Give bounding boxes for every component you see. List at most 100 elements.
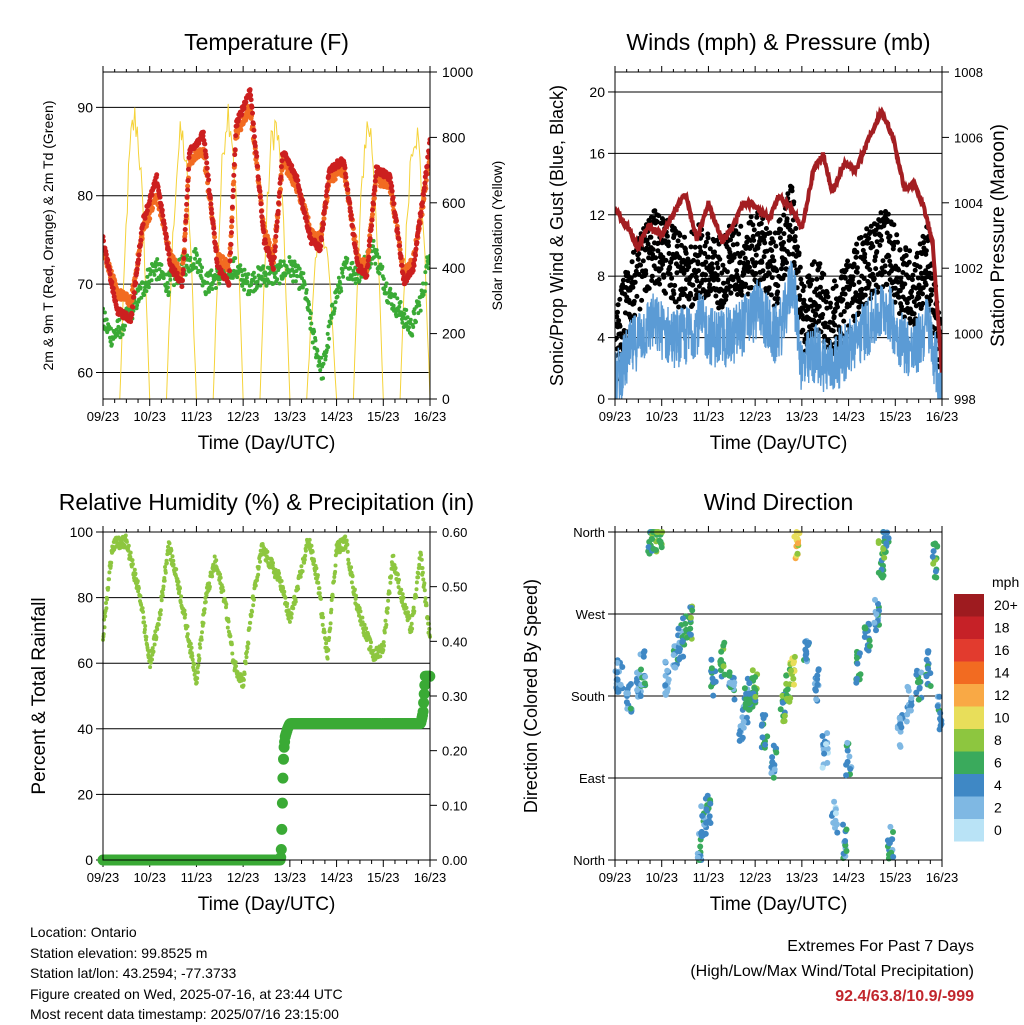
y-tick-label: 60 — [77, 364, 93, 380]
colorbar-label: 8 — [994, 732, 1002, 748]
direction-point — [927, 683, 934, 689]
precip-series — [97, 670, 436, 866]
plot-area — [103, 87, 430, 399]
direction-point — [627, 705, 634, 712]
direction-point — [717, 658, 724, 665]
colorbar-swatch — [954, 684, 984, 707]
y-tick-label: 40 — [77, 721, 93, 737]
plot-area — [615, 105, 942, 399]
direction-point — [791, 653, 798, 660]
direction-point — [787, 695, 794, 702]
direction-point — [875, 540, 882, 546]
direction-point — [925, 649, 931, 656]
x-tick-label: 10/23 — [645, 870, 678, 885]
station-info: Location: Ontario Station elevation: 99.… — [30, 922, 343, 1025]
x-tick-label: 16/23 — [926, 870, 959, 885]
direction-point — [703, 806, 710, 813]
direction-point — [759, 712, 766, 718]
direction-point — [903, 718, 910, 725]
direction-point — [710, 679, 717, 685]
chart-title: Relative Humidity (%) & Precipitation (i… — [59, 489, 474, 515]
direction-point — [842, 838, 849, 844]
direction-point — [887, 823, 894, 830]
direction-point — [923, 656, 930, 663]
direction-point — [824, 745, 831, 752]
x-tick-label: 14/23 — [320, 870, 353, 885]
direction-point — [783, 680, 790, 687]
direction-point — [694, 854, 701, 861]
direction-point — [908, 695, 915, 701]
wind-series — [615, 260, 942, 399]
direction-point — [813, 696, 820, 703]
direction-point — [664, 667, 671, 674]
x-tick-label: 13/23 — [786, 409, 819, 424]
direction-point — [726, 669, 733, 676]
chart-title: Temperature (F) — [184, 29, 349, 55]
direction-point — [890, 829, 896, 835]
direction-point — [677, 654, 684, 661]
y-axis-title: Direction (Colored By Speed) — [521, 579, 541, 813]
y-right-tick-label: 0.20 — [442, 744, 467, 759]
y-right-tick-label: 1000 — [442, 64, 473, 80]
y-tick-label: 100 — [70, 524, 94, 540]
y-right-tick-label: 1006 — [954, 130, 983, 145]
direction-point — [812, 686, 819, 693]
y-right-tick-label: 200 — [442, 326, 466, 342]
x-tick-label: 11/23 — [693, 409, 725, 424]
direction-point — [769, 754, 776, 761]
direction-point — [936, 693, 943, 700]
y-right-tick-label: 0.00 — [442, 853, 467, 868]
direction-point — [779, 699, 786, 706]
direction-point — [650, 545, 657, 552]
direction-point — [788, 667, 794, 674]
y-tick-label: 80 — [77, 590, 93, 606]
direction-point — [844, 739, 851, 746]
direction-point — [915, 696, 922, 703]
direction-point — [871, 619, 878, 626]
colorbar-label: 10 — [994, 710, 1010, 726]
chart-title: Wind Direction — [704, 489, 854, 515]
direction-point — [689, 607, 696, 614]
direction-point — [680, 615, 686, 622]
y-right-tick-label: 400 — [442, 260, 466, 276]
direction-point — [929, 553, 936, 560]
direction-point — [916, 685, 923, 692]
direction-point — [934, 543, 941, 549]
direction-point — [843, 848, 850, 854]
x-axis-title: Time (Day/UTC) — [198, 433, 336, 454]
direction-point — [746, 700, 752, 707]
colorbar-title: mph — [992, 574, 1019, 590]
direction-point — [884, 837, 891, 844]
direction-point — [699, 812, 706, 819]
direction-point — [934, 703, 941, 710]
x-tick-label: 10/23 — [133, 870, 166, 885]
x-tick-label: 12/23 — [739, 870, 772, 885]
x-tick-label: 14/23 — [832, 870, 865, 885]
colorbar-label: 4 — [994, 777, 1002, 793]
direction-point — [641, 680, 648, 687]
direction-point — [698, 833, 705, 840]
direction-point — [925, 665, 932, 672]
y-tick-label: South — [571, 689, 605, 704]
x-tick-label: 09/23 — [599, 870, 632, 885]
direction-point — [815, 667, 822, 674]
direction-point — [677, 645, 683, 652]
y-axis-title: Percent & Total Rainfall — [29, 597, 50, 794]
y-tick-label: North — [573, 525, 605, 540]
direction-point — [720, 663, 727, 670]
direction-point — [819, 733, 826, 739]
direction-point — [854, 660, 861, 667]
wind-direction-panel: Wind Direction North East South West North 09/… — [521, 489, 1019, 915]
y-right-tick-label: 0 — [442, 391, 450, 407]
direction-point — [670, 652, 677, 658]
direction-point — [918, 669, 925, 676]
y-axis-title: 2m & 9m T (Red, Orange) & 2m Td (Green) — [40, 101, 56, 371]
direction-point — [879, 574, 886, 581]
direction-point — [824, 730, 831, 737]
colorbar-swatch — [954, 819, 984, 842]
direction-point — [617, 681, 624, 688]
direction-point — [819, 764, 826, 771]
colorbar-label: 18 — [994, 620, 1010, 636]
direction-point — [885, 535, 892, 542]
